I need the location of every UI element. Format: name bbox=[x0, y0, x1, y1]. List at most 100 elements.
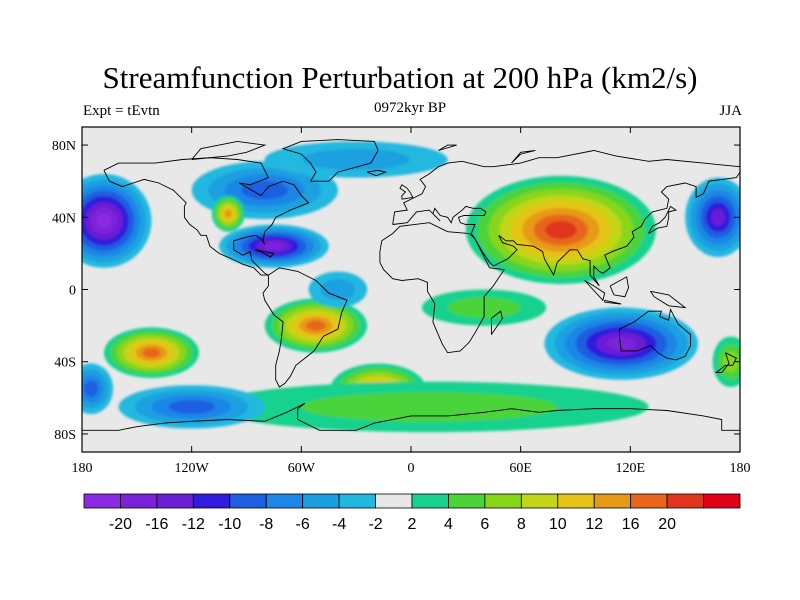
coastline-segment bbox=[650, 290, 687, 309]
colorbar-swatch bbox=[520, 493, 559, 509]
lon-tick-label: 120W bbox=[175, 461, 210, 476]
coastline-segment bbox=[648, 205, 678, 234]
colorbar-swatch bbox=[411, 493, 449, 509]
colorbar-swatch bbox=[557, 493, 595, 509]
coastline-segment bbox=[281, 139, 379, 182]
lon-tick-label: 180 bbox=[730, 461, 751, 476]
contour-band bbox=[224, 209, 232, 218]
colorbar-swatch bbox=[83, 493, 121, 509]
colorbar-label: 16 bbox=[622, 516, 640, 533]
field-east-southern-high bbox=[712, 336, 740, 387]
field-australia-low bbox=[544, 307, 698, 380]
colorbar-label: -4 bbox=[332, 516, 346, 533]
contour-band bbox=[606, 336, 636, 351]
lon-tick-label: 180 bbox=[72, 461, 93, 476]
contour-fields bbox=[82, 141, 740, 433]
colorbar: -20 -16 -12 -10 -8 -6 -4 -2 2 4 6 8 10 12 16 20 bbox=[83, 493, 741, 533]
lat-tick-label: 0 bbox=[69, 284, 76, 299]
lon-tick-label: 0 bbox=[408, 461, 415, 476]
colorbar-label: 8 bbox=[517, 516, 526, 533]
coastline-segment bbox=[366, 169, 387, 177]
coastline-segment bbox=[392, 150, 740, 287]
coastline-segment bbox=[438, 144, 457, 151]
coastline-segment bbox=[584, 280, 606, 302]
colorbar-swatch bbox=[120, 493, 158, 509]
field-southern-ocean-ring bbox=[209, 381, 649, 433]
colorbar-swatch bbox=[593, 493, 632, 509]
field-arctic-low bbox=[264, 141, 448, 178]
axis-ticks bbox=[81, 127, 741, 452]
colorbar-label: -12 bbox=[182, 516, 205, 533]
field-south-america-high bbox=[264, 298, 368, 353]
lat-tick-label: 40S bbox=[54, 356, 76, 371]
field-asia-anticyclone bbox=[465, 175, 656, 285]
lat-tick-label: 40N bbox=[52, 211, 76, 226]
coastline-segment bbox=[618, 307, 692, 361]
field-labrador-high bbox=[211, 195, 245, 232]
contour-band bbox=[84, 380, 99, 397]
colorbar-swatch bbox=[484, 493, 522, 509]
colorbar-label: -2 bbox=[368, 516, 382, 533]
contour-band bbox=[96, 213, 112, 229]
colorbar-label: -6 bbox=[296, 516, 310, 533]
colorbar-label: 4 bbox=[444, 516, 453, 533]
contour-band bbox=[302, 148, 410, 171]
contour-band bbox=[710, 208, 726, 226]
lon-tick-label: 60E bbox=[509, 461, 532, 476]
colorbar-swatch bbox=[265, 493, 304, 509]
contour-band bbox=[301, 392, 558, 422]
coastline-segment bbox=[490, 310, 503, 335]
coastline-segment bbox=[103, 157, 310, 276]
experiment-label: Expt = tEvtn bbox=[83, 103, 160, 119]
field-north-america-low bbox=[219, 224, 329, 268]
contour-band bbox=[320, 278, 355, 301]
field-west-pacific-cyclone bbox=[82, 173, 152, 268]
season-label: JJA bbox=[719, 103, 742, 119]
colorbar-label: -10 bbox=[218, 516, 241, 533]
contour-band bbox=[306, 320, 326, 331]
time-label: 0972kyr BP bbox=[373, 100, 447, 116]
colorbar-swatch bbox=[630, 493, 668, 509]
contour-band bbox=[168, 399, 215, 414]
colorbar-swatch bbox=[375, 493, 413, 509]
map-area bbox=[82, 127, 740, 452]
coastline-segment bbox=[399, 184, 414, 200]
field-west-southern-low bbox=[82, 363, 114, 415]
coastline-segment bbox=[191, 140, 267, 160]
contour-band bbox=[241, 181, 289, 200]
contour-band bbox=[142, 347, 161, 358]
colorbar-label: -16 bbox=[145, 516, 168, 533]
field-south-pacific-high bbox=[103, 327, 199, 378]
coastline-segment bbox=[609, 276, 629, 298]
colorbar-swatch bbox=[448, 493, 486, 509]
coastline-segment bbox=[82, 402, 740, 431]
colorbar-label: 12 bbox=[585, 516, 603, 533]
coastline-segment bbox=[511, 150, 536, 164]
coastline-segment bbox=[714, 352, 737, 374]
colorbar-swatch bbox=[229, 493, 267, 509]
coastlines bbox=[82, 139, 740, 431]
colorbar-swatch bbox=[156, 493, 194, 509]
colorbar-swatch bbox=[703, 493, 741, 509]
field-southeast-pacific-low bbox=[118, 385, 265, 429]
coastline-segment bbox=[379, 222, 505, 354]
colorbar-label: 20 bbox=[658, 516, 676, 533]
lon-tick-label: 120E bbox=[616, 461, 646, 476]
axis-tick-labels: 80N 40N 0 40S 80S 180 120W 60W 0 60E 120E 180 bbox=[52, 139, 751, 476]
colorbar-swatch bbox=[666, 493, 704, 509]
lon-tick-label: 60W bbox=[288, 461, 316, 476]
colorbar-label: -20 bbox=[109, 516, 132, 533]
colorbar-label: 6 bbox=[480, 516, 489, 533]
field-east-pacific-cyclone bbox=[685, 177, 740, 257]
colorbar-swatch bbox=[302, 493, 340, 509]
colorbar-label: 10 bbox=[549, 516, 567, 533]
contour-band bbox=[545, 220, 577, 239]
coastline-segment bbox=[262, 267, 348, 388]
coastline-segment bbox=[255, 249, 275, 258]
lat-tick-label: 80N bbox=[52, 139, 76, 154]
field-west-atlantic-low bbox=[308, 271, 368, 308]
lat-tick-label: 80S bbox=[54, 428, 76, 443]
colorbar-label: -8 bbox=[259, 516, 273, 533]
colorbar-swatch bbox=[192, 493, 231, 509]
